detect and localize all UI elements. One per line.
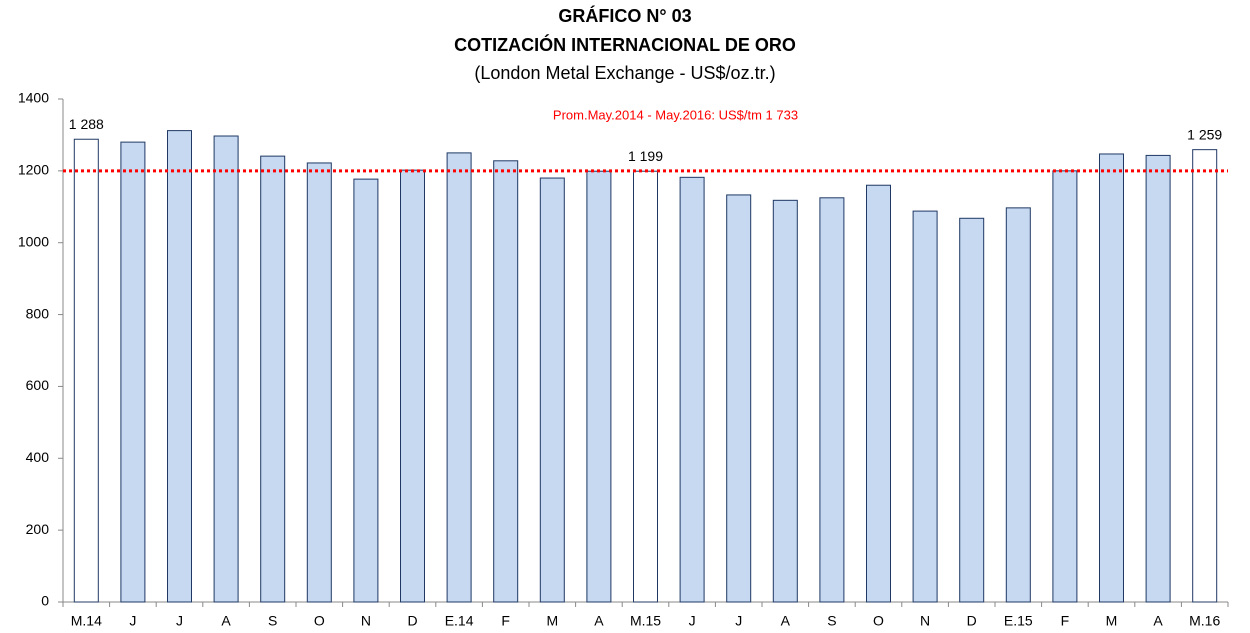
- y-tick-label: 400: [26, 449, 50, 465]
- y-tick-label: 600: [26, 377, 50, 393]
- x-tick-label: J: [129, 613, 136, 629]
- y-tick-label: 1200: [18, 162, 49, 178]
- bar: [493, 160, 519, 603]
- bar: [1052, 170, 1078, 603]
- x-tick-label: S: [268, 613, 277, 629]
- bar: [353, 178, 379, 603]
- x-tick-label: E.14: [445, 613, 474, 629]
- bar: [819, 197, 845, 603]
- y-tick-label: 0: [41, 593, 49, 609]
- x-tick-label: D: [967, 613, 977, 629]
- bar: [306, 162, 332, 603]
- bar: [1099, 153, 1124, 603]
- bar: [586, 170, 612, 603]
- value-label: 1 199: [628, 148, 663, 164]
- y-tick-label: 1400: [18, 90, 49, 106]
- x-tick-label: J: [176, 613, 183, 629]
- x-tick-label: O: [873, 613, 884, 629]
- x-tick-label: O: [314, 613, 325, 629]
- bar: [959, 217, 985, 603]
- x-tick-label: J: [689, 613, 696, 629]
- bar: [1005, 207, 1031, 603]
- bar: [679, 176, 705, 603]
- x-tick-label: F: [1061, 613, 1070, 629]
- reference-label: Prom.May.2014 - May.2016: US$/tm 1 733: [553, 107, 798, 122]
- bar: [400, 169, 425, 603]
- x-tick-label: E.15: [1004, 613, 1033, 629]
- x-tick-label: S: [827, 613, 836, 629]
- bar: [213, 135, 239, 603]
- x-tick-label: N: [920, 613, 930, 629]
- bar: [912, 210, 938, 603]
- y-tick-label: 200: [26, 521, 50, 537]
- x-tick-label: M.15: [630, 613, 661, 629]
- bar: [446, 152, 472, 603]
- bar: [167, 130, 192, 603]
- x-tick-label: A: [221, 613, 231, 629]
- x-tick-label: F: [501, 613, 510, 629]
- bar: [866, 184, 891, 603]
- chart-title: GRÁFICO N° 03: [558, 5, 691, 26]
- bar: [633, 170, 658, 603]
- bar: [73, 138, 99, 603]
- x-tick-label: J: [735, 613, 742, 629]
- value-label: 1 259: [1187, 126, 1222, 142]
- value-label: 1 288: [69, 116, 104, 132]
- bar: [772, 199, 798, 603]
- x-tick-label: M.14: [71, 613, 102, 629]
- x-tick-label: N: [361, 613, 371, 629]
- x-tick-label: A: [1153, 613, 1163, 629]
- bar: [260, 155, 286, 603]
- x-tick-label: D: [407, 613, 417, 629]
- bar: [726, 194, 752, 603]
- unit-note: (London Metal Exchange - US$/oz.tr.): [474, 63, 775, 83]
- x-tick-label: M: [1106, 613, 1118, 629]
- y-tick-label: 800: [26, 305, 50, 321]
- y-tick-label: 1000: [18, 233, 49, 249]
- bar: [120, 141, 146, 603]
- bar: [1145, 154, 1171, 603]
- x-tick-label: M.16: [1189, 613, 1220, 629]
- x-tick-label: A: [781, 613, 791, 629]
- bar: [1192, 149, 1218, 603]
- bar: [539, 177, 565, 603]
- chart-subtitle: COTIZACIÓN INTERNACIONAL DE ORO: [454, 34, 796, 55]
- x-tick-label: M: [546, 613, 558, 629]
- x-tick-label: A: [594, 613, 604, 629]
